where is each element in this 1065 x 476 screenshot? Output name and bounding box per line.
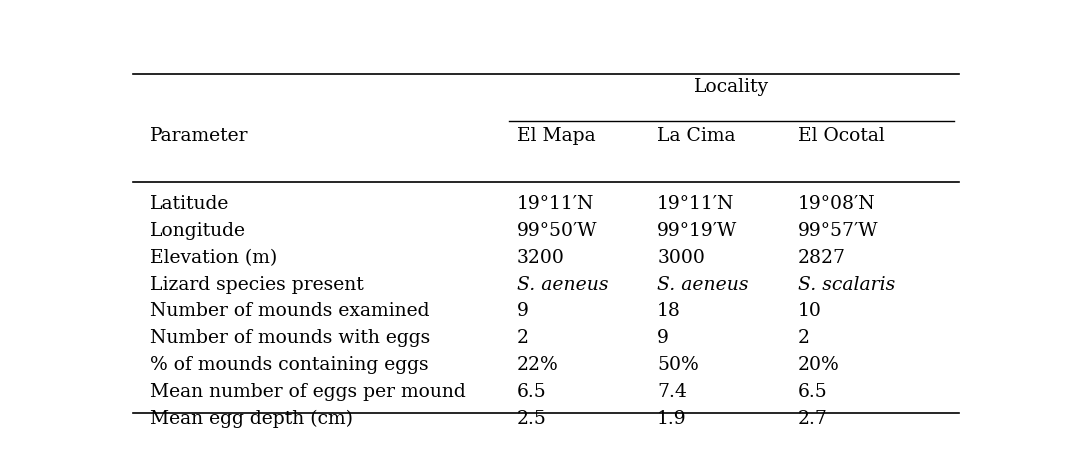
Text: 20%: 20% — [798, 356, 839, 374]
Text: 2.7: 2.7 — [798, 409, 828, 427]
Text: Latitude: Latitude — [149, 196, 229, 213]
Text: S. aeneus: S. aeneus — [657, 276, 749, 294]
Text: 6.5: 6.5 — [798, 383, 828, 401]
Text: Number of mounds examined: Number of mounds examined — [149, 302, 429, 320]
Text: 2: 2 — [798, 329, 809, 347]
Text: 1.9: 1.9 — [657, 409, 687, 427]
Text: 9: 9 — [657, 329, 669, 347]
Text: 99°57′W: 99°57′W — [798, 222, 878, 240]
Text: 99°19′W: 99°19′W — [657, 222, 737, 240]
Text: 99°50′W: 99°50′W — [517, 222, 597, 240]
Text: Parameter: Parameter — [149, 127, 248, 145]
Text: 7.4: 7.4 — [657, 383, 687, 401]
Text: Mean egg depth (cm): Mean egg depth (cm) — [149, 409, 353, 427]
Text: Longitude: Longitude — [149, 222, 246, 240]
Text: % of mounds containing eggs: % of mounds containing eggs — [149, 356, 428, 374]
Text: Mean number of eggs per mound: Mean number of eggs per mound — [149, 383, 465, 401]
Text: El Ocotal: El Ocotal — [798, 127, 884, 145]
Text: 3000: 3000 — [657, 249, 705, 267]
Text: 3200: 3200 — [517, 249, 564, 267]
Text: Elevation (m): Elevation (m) — [149, 249, 277, 267]
Text: Lizard species present: Lizard species present — [149, 276, 363, 294]
Text: 19°11′N: 19°11′N — [657, 196, 735, 213]
Text: 6.5: 6.5 — [517, 383, 546, 401]
Text: S. aeneus: S. aeneus — [517, 276, 608, 294]
Text: 50%: 50% — [657, 356, 699, 374]
Text: 9: 9 — [517, 302, 529, 320]
Text: 10: 10 — [798, 302, 821, 320]
Text: Number of mounds with eggs: Number of mounds with eggs — [149, 329, 430, 347]
Text: 2.5: 2.5 — [517, 409, 546, 427]
Text: 19°08′N: 19°08′N — [798, 196, 875, 213]
Text: El Mapa: El Mapa — [517, 127, 595, 145]
Text: 2: 2 — [517, 329, 529, 347]
Text: Locality: Locality — [694, 78, 769, 96]
Text: 22%: 22% — [517, 356, 559, 374]
Text: 2827: 2827 — [798, 249, 846, 267]
Text: 18: 18 — [657, 302, 682, 320]
Text: S. scalaris: S. scalaris — [798, 276, 895, 294]
Text: 19°11′N: 19°11′N — [517, 196, 594, 213]
Text: La Cima: La Cima — [657, 127, 736, 145]
